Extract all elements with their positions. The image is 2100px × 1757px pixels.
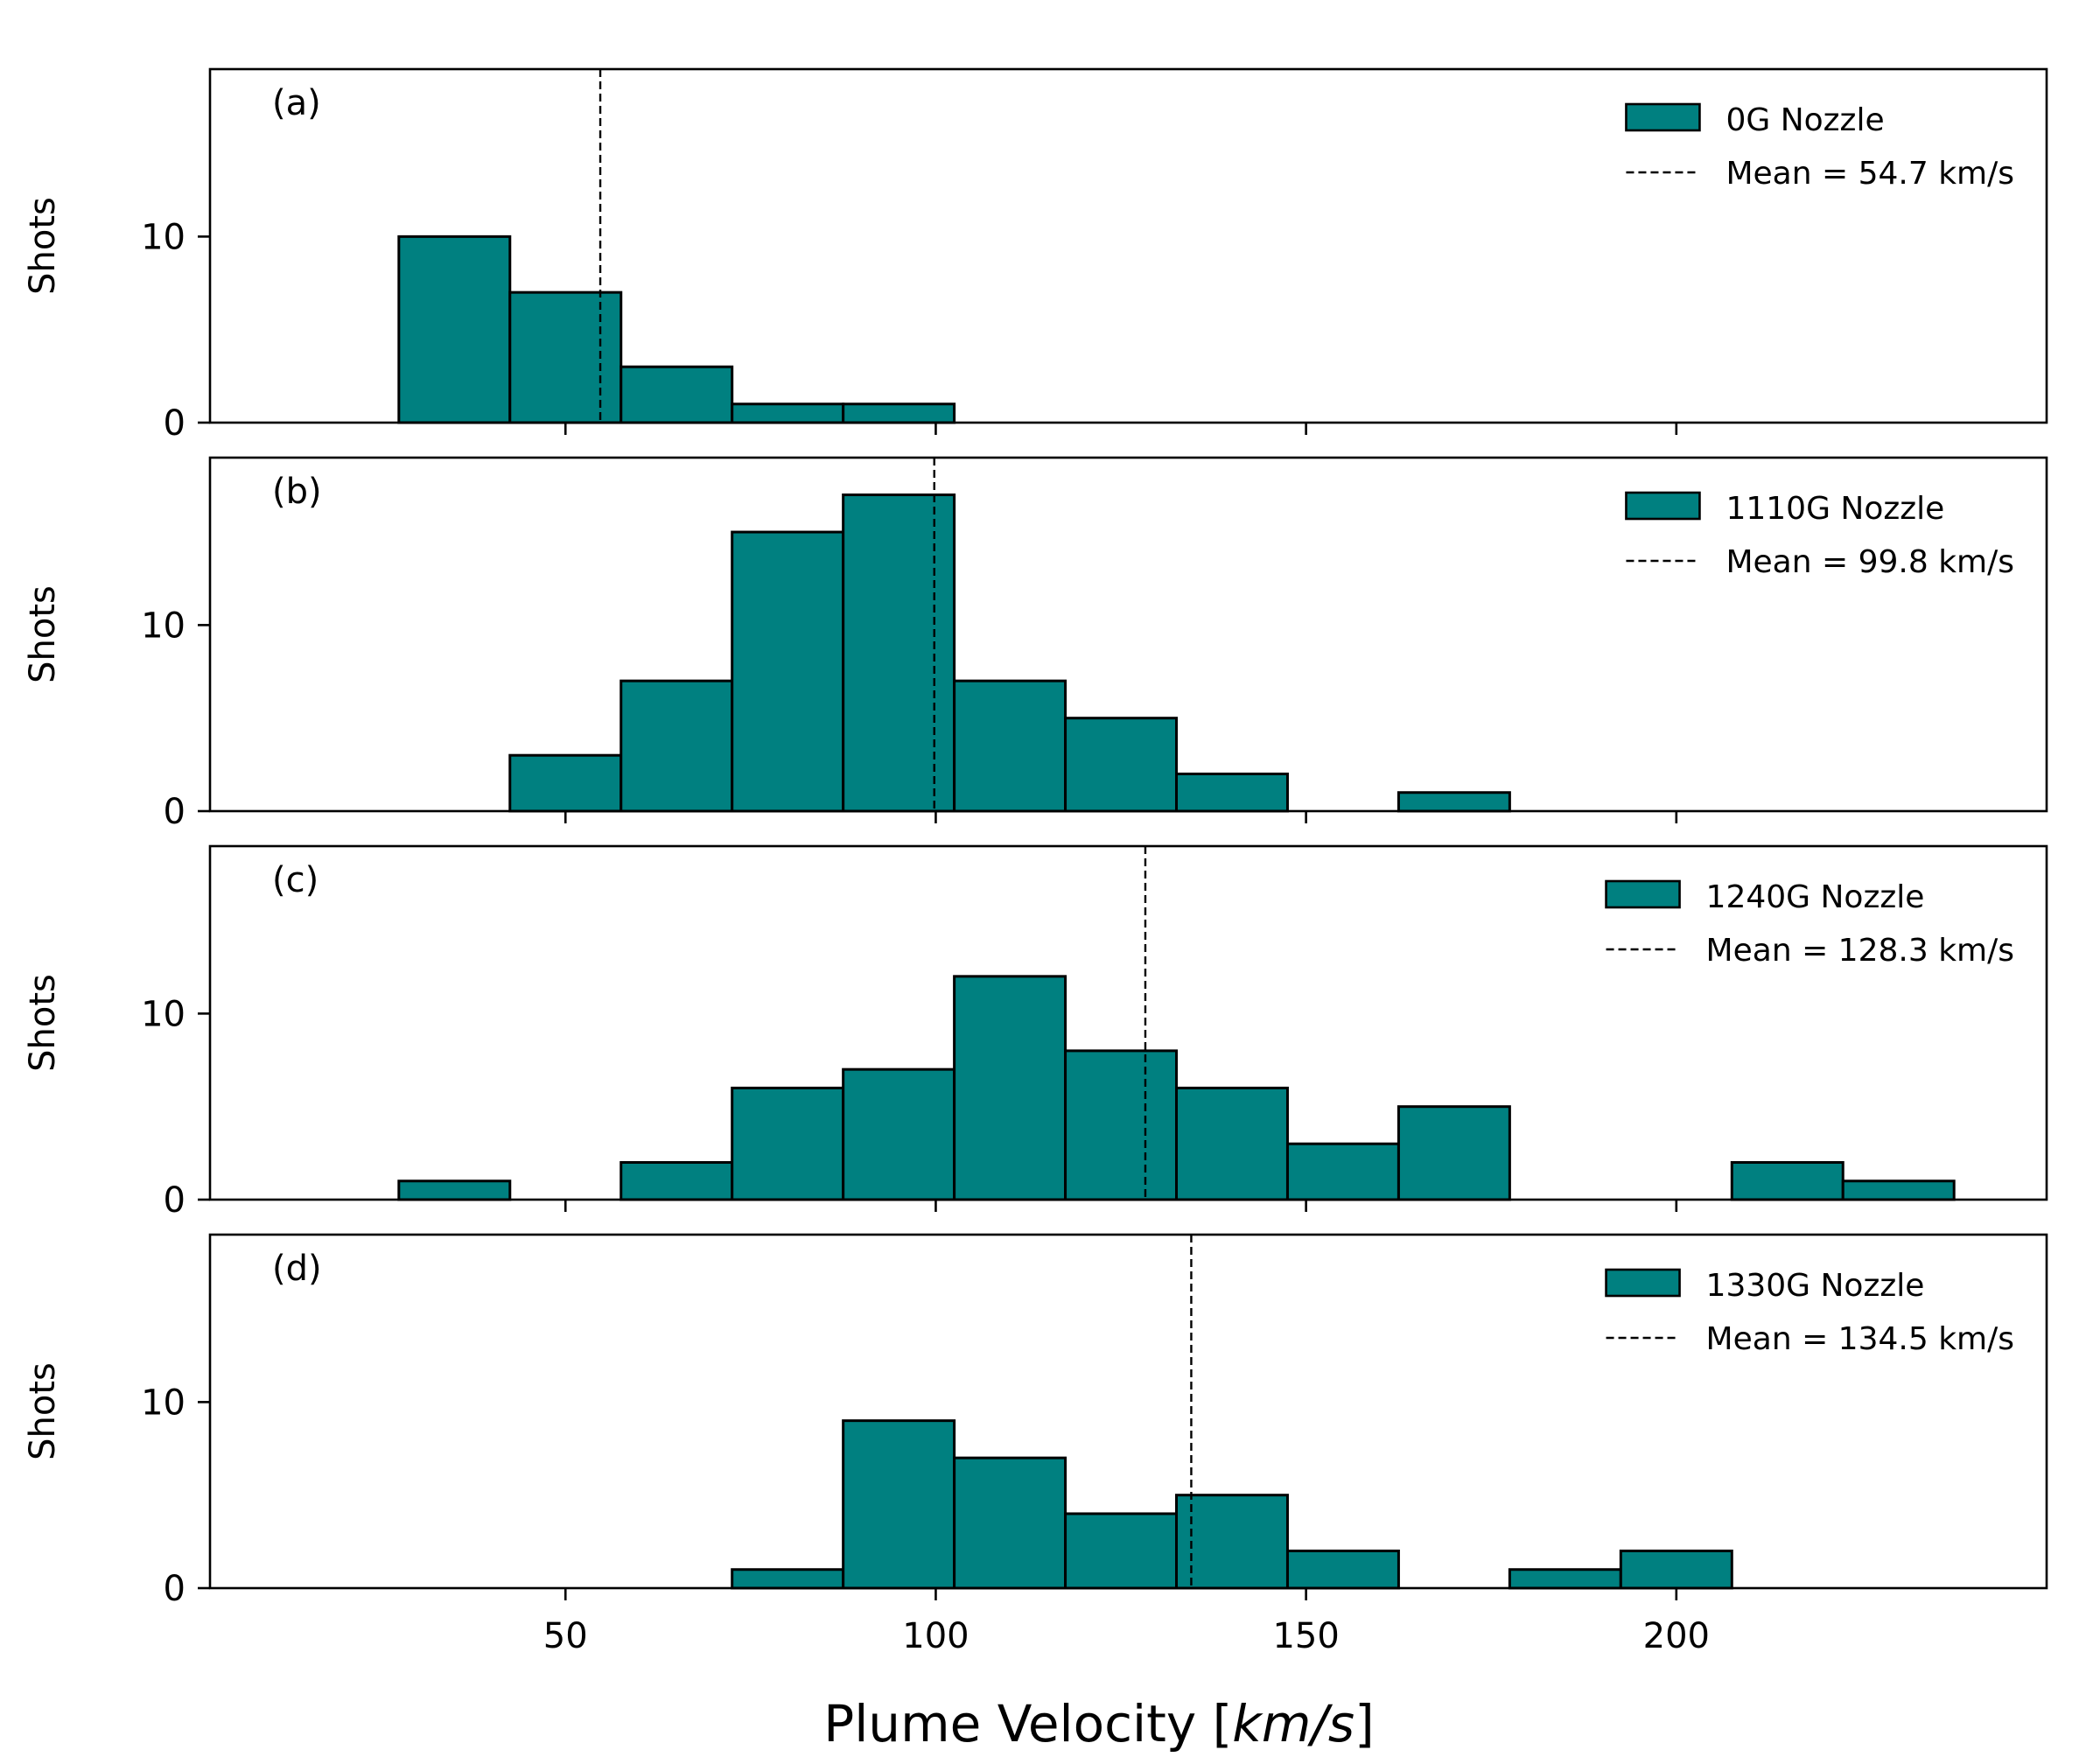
panel-d-bar	[842, 1419, 956, 1590]
panel-c-legend-bar-handle	[1605, 879, 1681, 909]
x-axis-label-close: ]	[1354, 1694, 1375, 1754]
panel-d-bar	[1175, 1494, 1289, 1590]
panel-d-y-axis-label: Shots	[23, 1362, 63, 1460]
panel-b-panel-label: (b)	[272, 472, 322, 512]
panel-a: 0 10 Shots (a) 0G Nozzle Mean = 54.7 km/s	[23, 67, 2048, 444]
panel-b-bar	[842, 494, 956, 813]
panel-c-legend: 1240G Nozzle Mean = 128.3 km/s	[1605, 879, 2014, 969]
panel-d-bar	[731, 1568, 845, 1590]
panel-c-legend-mean-label: Mean = 128.3 km/s	[1706, 933, 2014, 969]
x-tick-label: 100	[902, 1616, 969, 1656]
panel-c-y-tick-label: 10	[141, 994, 186, 1034]
panel-c-bar	[397, 1180, 512, 1201]
panel-b-bar	[731, 530, 845, 813]
panel-c-bar	[1396, 1105, 1511, 1201]
panel-b-bar	[508, 753, 623, 813]
panel-b-bar	[1175, 772, 1289, 813]
x-tick-label: 200	[1643, 1616, 1710, 1656]
panel-c-bar	[842, 1068, 956, 1201]
panels-group: 0 10 Shots (a) 0G Nozzle Mean = 54.7 km/s 0 10 S…	[23, 67, 2048, 1609]
panel-d-axes-frame	[208, 1233, 2048, 1590]
panel-b-y-axis-label: Shots	[23, 585, 63, 683]
panel-d-bar	[1285, 1549, 1400, 1590]
panel-c-legend-series-label: 1240G Nozzle	[1706, 879, 1925, 915]
panel-c-bar	[1175, 1086, 1289, 1201]
panel-b: 0 10 Shots (b) 1110G Nozzle Mean = 99.8 km/s	[23, 456, 2048, 832]
panel-b-legend-series-label: 1110G Nozzle	[1726, 491, 1944, 527]
x-axis-label: Plume Velocity [km/s]	[823, 1694, 1375, 1754]
panel-a-axes-frame	[208, 67, 2048, 424]
panel-a-legend: 0G Nozzle Mean = 54.7 km/s	[1625, 102, 2014, 192]
panel-c-axes-frame	[208, 844, 2048, 1201]
panel-d-bar	[1619, 1549, 1733, 1590]
panel-b-axes-frame	[208, 456, 2048, 813]
panel-c-panel-label: (c)	[272, 860, 318, 900]
panel-d-legend-bar-handle	[1605, 1268, 1681, 1298]
x-axis-label-text: Plume Velocity [	[823, 1694, 1232, 1754]
panel-d-bar	[1508, 1568, 1622, 1590]
panel-c-y-axis-label: Shots	[23, 974, 63, 1072]
panel-a-bar	[397, 234, 512, 424]
panel-c-bar	[620, 1160, 734, 1201]
panel-a-legend-bar-handle	[1625, 102, 1701, 132]
panel-d-y-tick-label: 10	[141, 1382, 186, 1423]
x-tick-label: 50	[543, 1616, 588, 1656]
x-axis-label-unit: km/s	[1232, 1694, 1354, 1754]
panel-b-bar	[1064, 717, 1179, 813]
panel-b-bar	[953, 679, 1068, 813]
panel-d-legend-series-label: 1330G Nozzle	[1706, 1268, 1925, 1304]
panel-a-bar	[508, 290, 623, 424]
panel-c: 0 10 Shots (c) 1240G Nozzle Mean = 128.3 km/s	[23, 844, 2048, 1221]
panel-a-legend-series-label: 0G Nozzle	[1726, 102, 1884, 138]
x-tick-label: 150	[1272, 1616, 1339, 1656]
panel-b-y-tick-label: 10	[141, 606, 186, 646]
panel-d-legend-mean-label: Mean = 134.5 km/s	[1706, 1321, 2014, 1357]
panel-b-bar	[1396, 791, 1511, 813]
panel-c-bar	[953, 975, 1068, 1201]
panel-c-bar	[1841, 1180, 1956, 1201]
panel-d-panel-label: (d)	[272, 1249, 322, 1289]
x-tick-labels: 50 100 150 200	[543, 1616, 1710, 1656]
panel-c-bar	[731, 1086, 845, 1201]
panel-a-y-tick-label: 0	[164, 403, 186, 444]
panel-c-y-tick-label: 0	[164, 1180, 186, 1221]
panel-c-bar	[1730, 1160, 1844, 1201]
panel-d-bar	[1064, 1512, 1179, 1590]
panel-d-legend: 1330G Nozzle Mean = 134.5 km/s	[1605, 1268, 2014, 1357]
panel-c-bar	[1064, 1049, 1179, 1201]
panel-c-bar	[1285, 1142, 1400, 1201]
panel-b-legend-mean-label: Mean = 99.8 km/s	[1726, 544, 2014, 580]
panel-b-y-tick-label: 0	[164, 792, 186, 832]
panel-b-bar	[620, 679, 734, 813]
panel-b-legend-bar-handle	[1625, 491, 1701, 521]
panel-b-legend: 1110G Nozzle Mean = 99.8 km/s	[1625, 491, 2014, 580]
panel-d-bar	[953, 1456, 1068, 1590]
panel-a-legend-mean-label: Mean = 54.7 km/s	[1726, 156, 2014, 192]
panel-a-y-tick-label: 10	[141, 217, 186, 257]
panel-a-bar	[731, 402, 845, 424]
panel-a-bar	[842, 402, 956, 424]
panel-a-y-axis-label: Shots	[23, 197, 63, 295]
panel-a-panel-label: (a)	[272, 83, 321, 123]
panel-d-y-tick-label: 0	[164, 1569, 186, 1609]
panel-a-bar	[620, 365, 734, 424]
panel-d: 0 10 Shots (d) 1330G Nozzle Mean = 134.5 km/s	[23, 1233, 2048, 1609]
